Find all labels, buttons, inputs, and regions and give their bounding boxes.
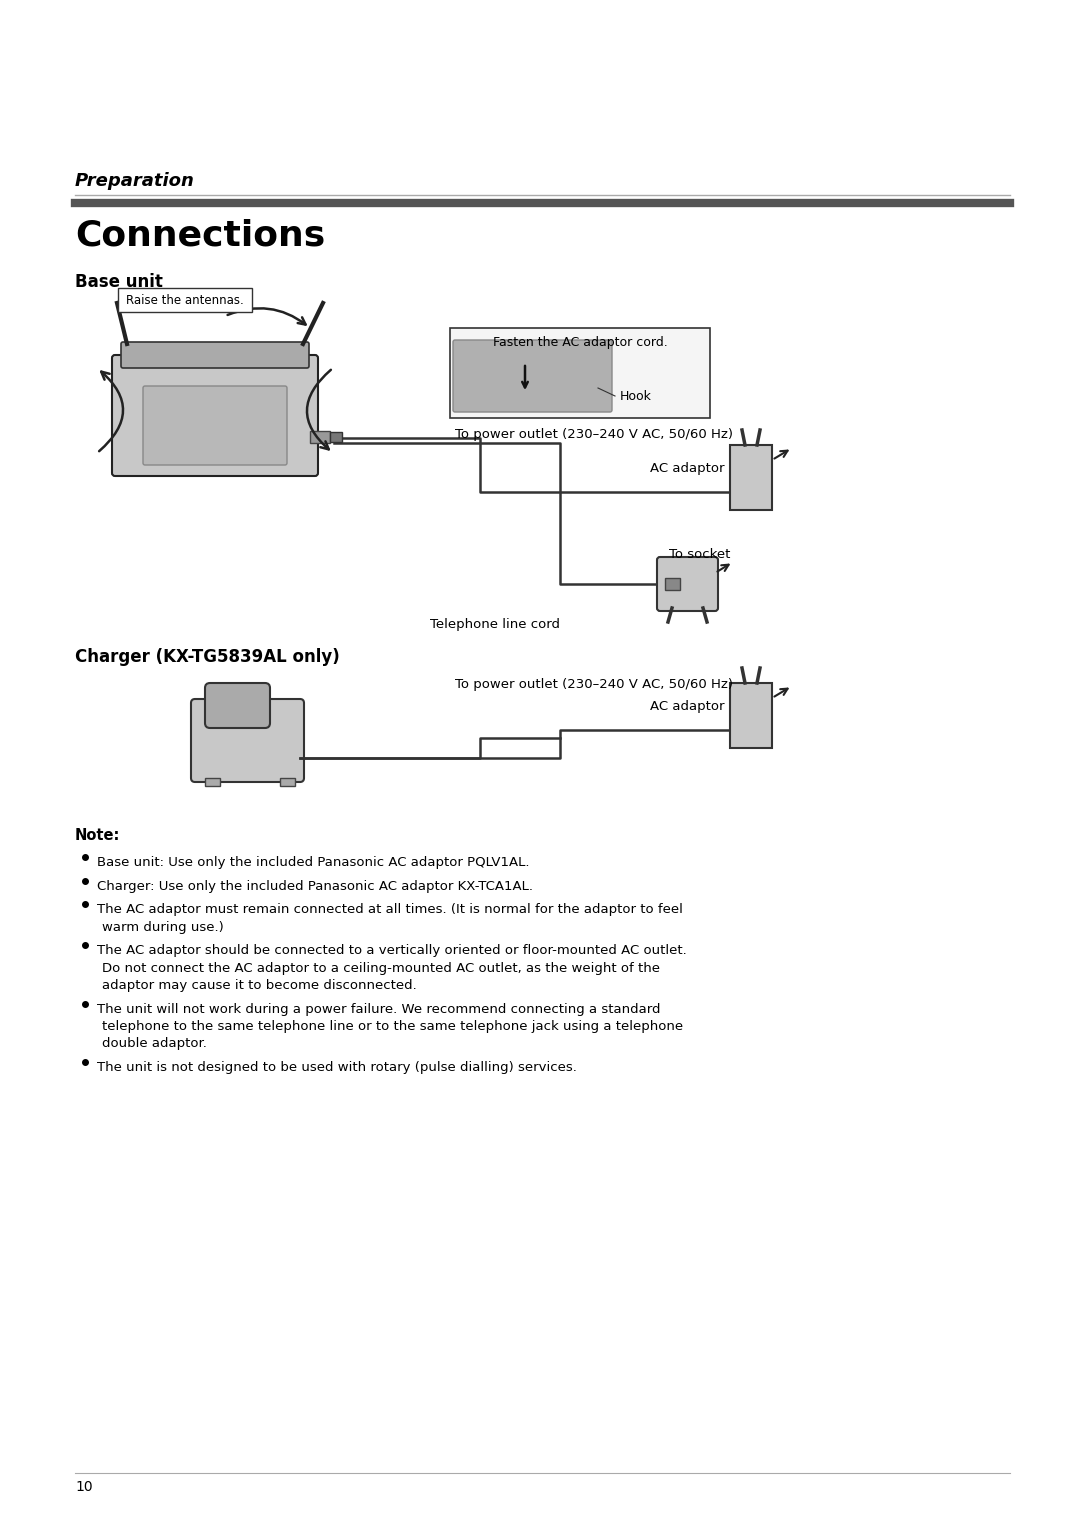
Bar [310, 431, 330, 443]
Text: double adaptor.: double adaptor. [102, 1038, 207, 1051]
Bar [330, 432, 342, 442]
Text: telephone to the same telephone line or to the same telephone jack using a telep: telephone to the same telephone line or … [102, 1021, 684, 1033]
Text: The AC adaptor must remain connected at all times. (It is normal for the adaptor: The AC adaptor must remain connected at … [97, 903, 683, 915]
FancyBboxPatch shape [205, 683, 270, 727]
Text: warm during use.): warm during use.) [102, 920, 224, 934]
Text: Telephone line cord: Telephone line cord [430, 617, 561, 631]
Text: The unit is not designed to be used with rotary (pulse dialling) services.: The unit is not designed to be used with… [97, 1060, 577, 1074]
Bar [665, 578, 680, 590]
Text: Fasten the AC adaptor cord.: Fasten the AC adaptor cord. [492, 336, 667, 348]
Text: Raise the antennas.: Raise the antennas. [126, 293, 244, 307]
FancyArrowPatch shape [99, 371, 123, 451]
Text: Note:: Note: [75, 828, 120, 843]
Text: Base unit: Use only the included Panasonic AC adaptor PQLV1AL.: Base unit: Use only the included Panason… [97, 856, 529, 869]
FancyBboxPatch shape [143, 387, 287, 465]
FancyBboxPatch shape [112, 354, 318, 477]
FancyArrowPatch shape [774, 451, 787, 458]
Text: AC adaptor: AC adaptor [650, 700, 725, 712]
Bar [730, 683, 772, 749]
Text: Preparation: Preparation [75, 173, 194, 189]
Bar [450, 329, 710, 419]
Text: AC adaptor: AC adaptor [650, 461, 725, 475]
FancyBboxPatch shape [657, 558, 718, 611]
Text: Connections: Connections [75, 219, 325, 252]
Text: Base unit: Base unit [75, 274, 163, 290]
Text: To power outlet (230–240 V AC, 50/60 Hz): To power outlet (230–240 V AC, 50/60 Hz) [455, 428, 733, 442]
Text: Do not connect the AC adaptor to a ceiling-mounted AC outlet, as the weight of t: Do not connect the AC adaptor to a ceili… [102, 961, 660, 975]
Text: 10: 10 [75, 1481, 93, 1494]
Bar [280, 778, 295, 785]
FancyBboxPatch shape [191, 698, 303, 782]
Bar [205, 778, 220, 785]
Text: The unit will not work during a power failure. We recommend connecting a standar: The unit will not work during a power fa… [97, 1002, 661, 1016]
FancyArrowPatch shape [307, 370, 330, 449]
FancyBboxPatch shape [121, 342, 309, 368]
FancyBboxPatch shape [118, 287, 252, 312]
Text: To power outlet (230–240 V AC, 50/60 Hz): To power outlet (230–240 V AC, 50/60 Hz) [455, 678, 733, 691]
FancyBboxPatch shape [453, 341, 612, 413]
FancyArrowPatch shape [774, 689, 787, 697]
Text: Hook: Hook [620, 390, 652, 402]
FancyArrowPatch shape [228, 309, 306, 324]
Bar [730, 445, 772, 510]
Text: The AC adaptor should be connected to a vertically oriented or floor-mounted AC : The AC adaptor should be connected to a … [97, 944, 687, 957]
Text: To socket: To socket [669, 549, 730, 561]
FancyArrowPatch shape [717, 565, 729, 571]
Text: Charger (KX-TG5839AL only): Charger (KX-TG5839AL only) [75, 648, 340, 666]
Text: Charger: Use only the included Panasonic AC adaptor KX-TCA1AL.: Charger: Use only the included Panasonic… [97, 880, 534, 892]
Text: adaptor may cause it to become disconnected.: adaptor may cause it to become disconnec… [102, 979, 417, 992]
